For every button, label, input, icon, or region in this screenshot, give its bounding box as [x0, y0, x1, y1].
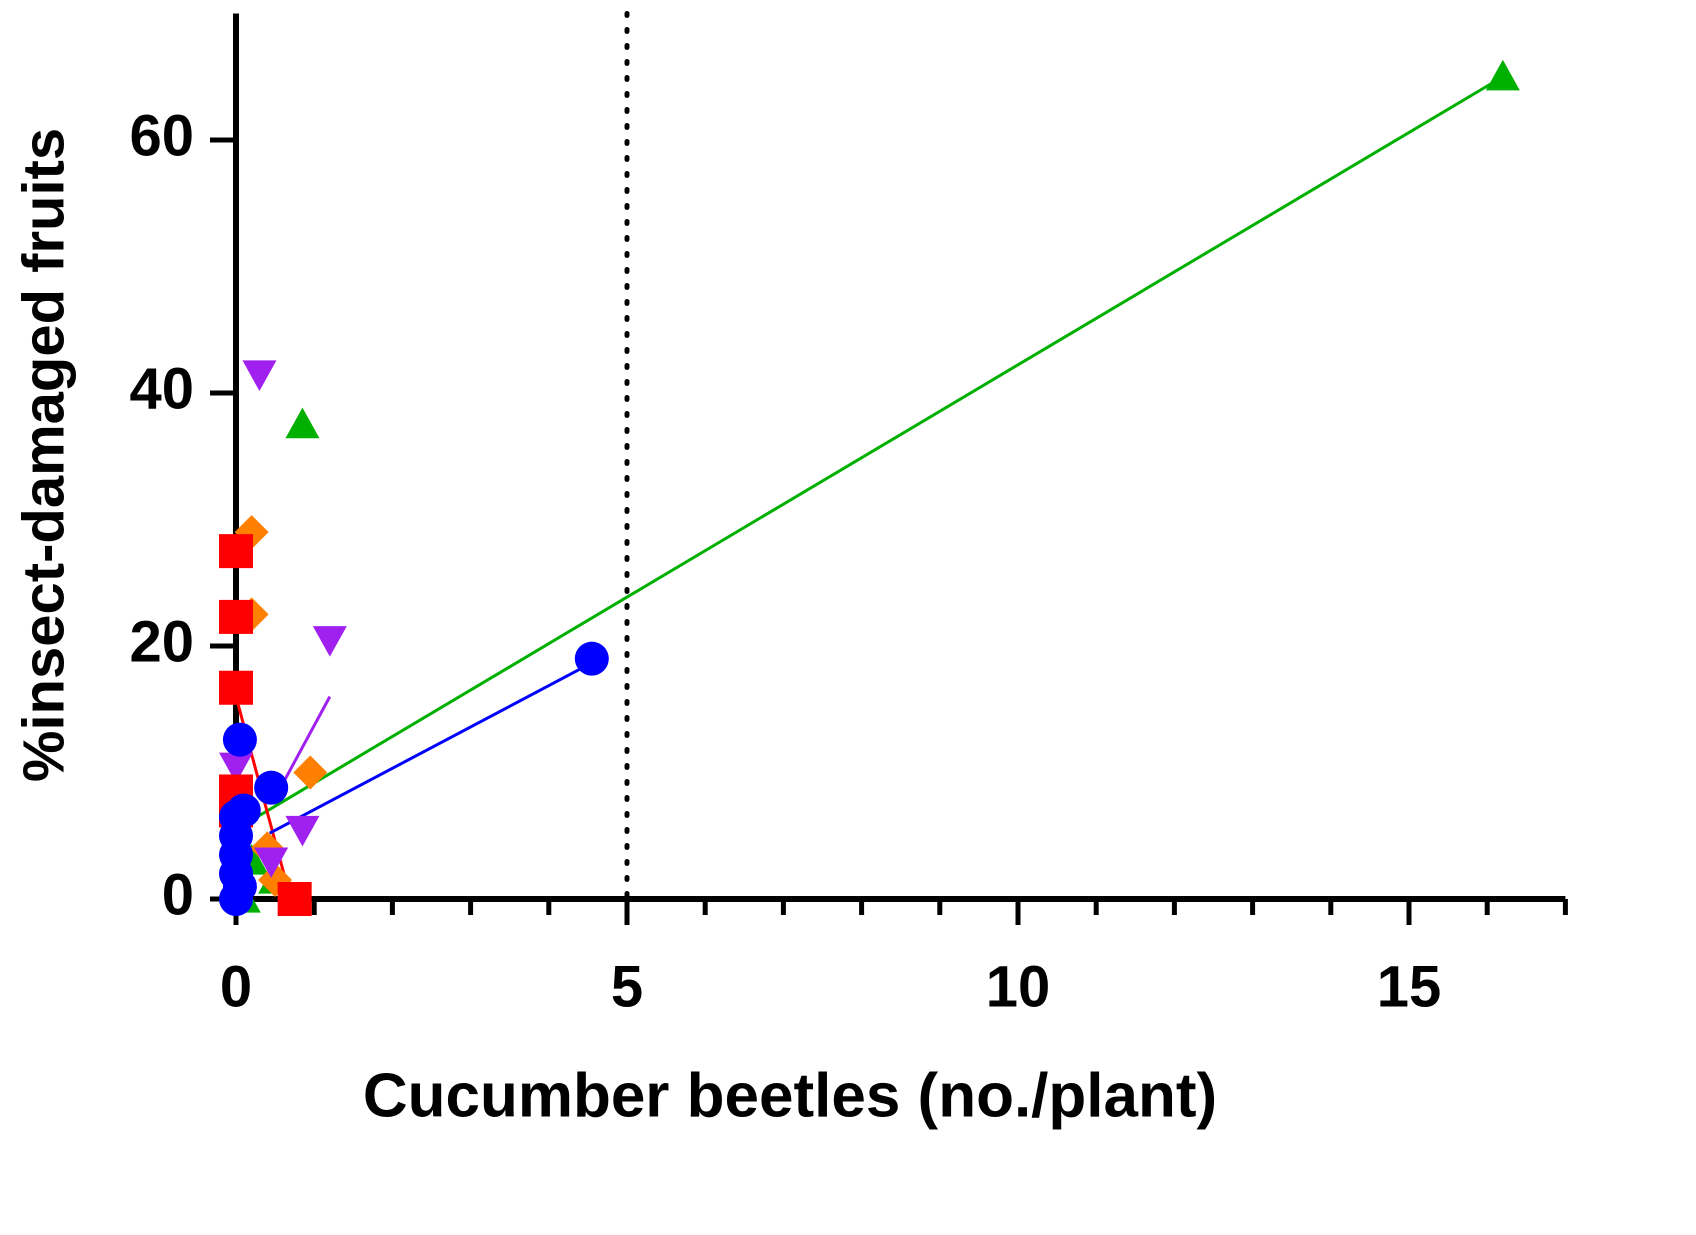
point [254, 770, 289, 805]
x-tick-label: 15 [1377, 954, 1442, 1019]
point [222, 722, 257, 757]
point [285, 815, 320, 847]
y-tick-label: 40 [129, 356, 194, 421]
point [219, 670, 253, 705]
y-tick-label: 0 [162, 862, 194, 927]
x-tick-label: 10 [986, 954, 1051, 1019]
fit-line [235, 75, 1504, 831]
y-tick-label: 20 [129, 609, 194, 674]
point [254, 847, 289, 879]
y-axis-label: %insect-damaged fruits [11, 128, 76, 782]
point [1485, 59, 1520, 91]
point [219, 534, 253, 569]
point [219, 882, 253, 916]
y-tick-label: 60 [129, 103, 194, 168]
x-axis-label: Cucumber beetles (no./plant) [363, 1061, 1217, 1130]
fit-line [268, 661, 594, 835]
point [242, 360, 277, 392]
point [293, 755, 328, 790]
x-tick-label: 5 [611, 954, 643, 1019]
point [277, 882, 312, 916]
point [312, 626, 347, 657]
point [285, 407, 320, 439]
x-tick-label: 0 [220, 954, 252, 1019]
point [574, 641, 609, 676]
point [219, 599, 253, 634]
point [219, 752, 253, 784]
